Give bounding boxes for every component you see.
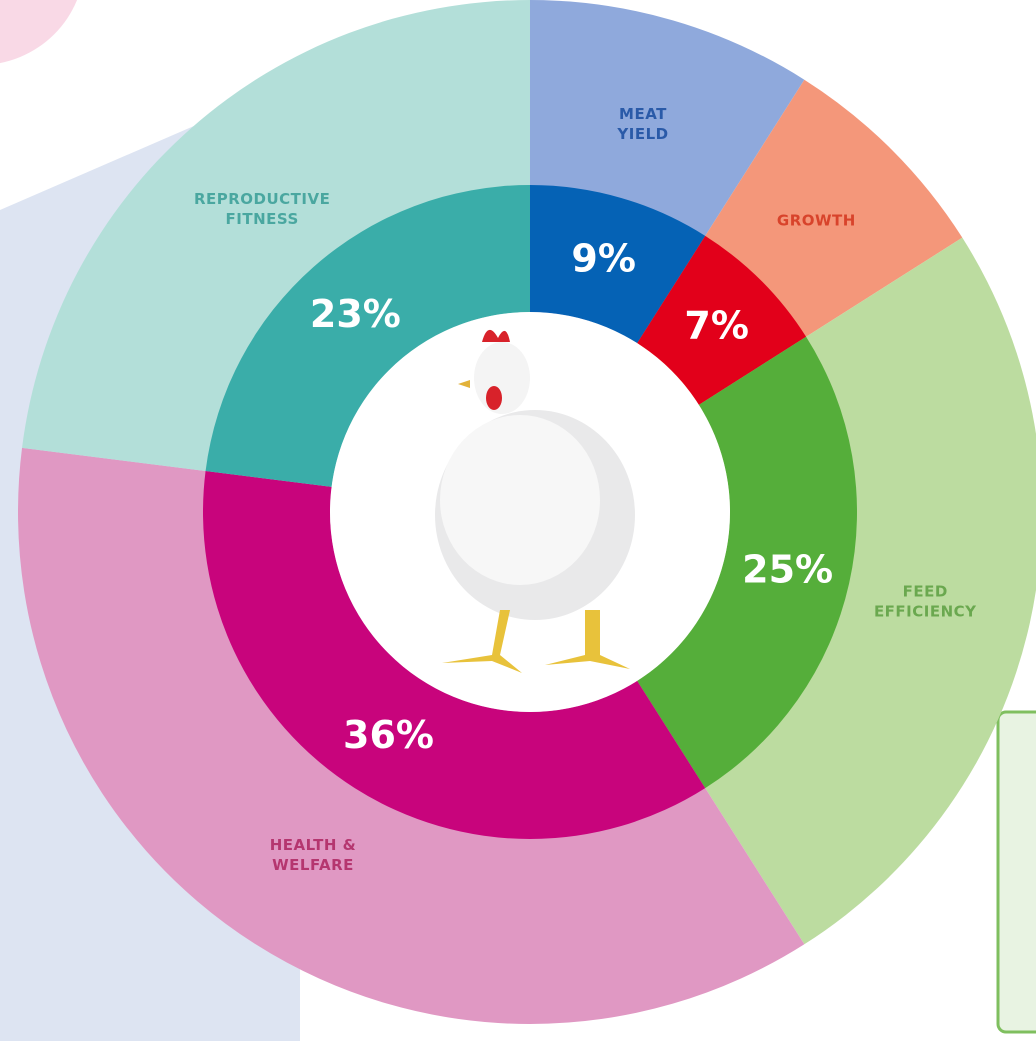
category-label: REPRODUCTIVE FITNESS [194, 190, 330, 228]
value-label: 23% [310, 292, 401, 336]
labels: 9% MEAT YIELD 7% GROWTH 25% FEED EFFICIENCY 36% H… [194, 105, 977, 874]
category-label: GROWTH [777, 212, 856, 230]
donut-wedge [203, 471, 706, 839]
value-label: 9% [571, 236, 636, 280]
value-label: 36% [343, 713, 434, 757]
decor-box [996, 710, 1036, 1034]
value-label: 25% [742, 548, 833, 592]
donut-wedge [637, 235, 807, 405]
wedges [18, 0, 1036, 1025]
donut-wedge [530, 185, 706, 344]
donut-wedge [205, 185, 530, 487]
category-label: FEED EFFICIENCY [874, 582, 977, 620]
chicken [435, 329, 635, 673]
category-label: HEALTH & WELFARE [270, 836, 357, 874]
category-label: MEAT YIELD [616, 105, 668, 143]
donut-wedge [637, 336, 857, 789]
value-label: 7% [684, 303, 749, 347]
decor-circle [0, 0, 78, 64]
